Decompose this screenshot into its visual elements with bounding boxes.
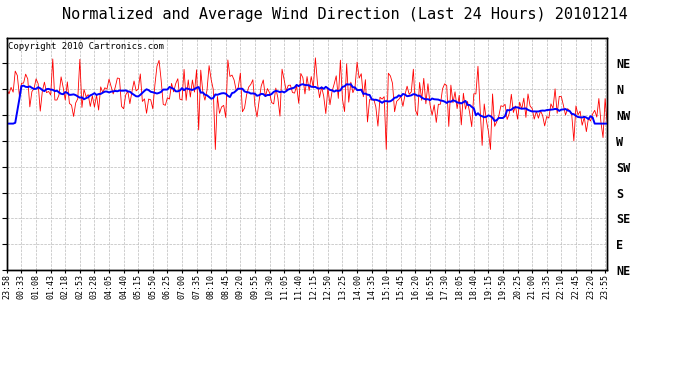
Text: Copyright 2010 Cartronics.com: Copyright 2010 Cartronics.com — [8, 42, 164, 51]
Text: Normalized and Average Wind Direction (Last 24 Hours) 20101214: Normalized and Average Wind Direction (L… — [62, 8, 628, 22]
